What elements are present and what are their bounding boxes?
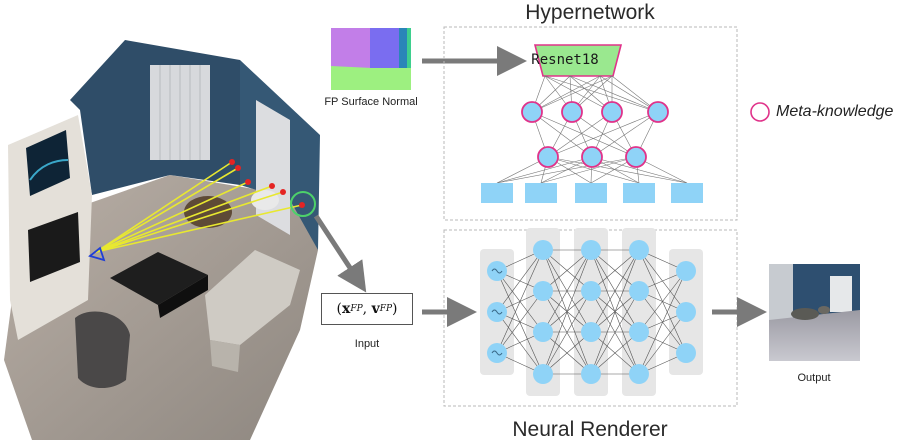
output-image bbox=[769, 264, 860, 361]
surface-normal-image bbox=[331, 28, 411, 90]
neural-renderer-title: Neural Renderer bbox=[512, 418, 668, 441]
renderer-node bbox=[629, 281, 649, 301]
room-reconstruction bbox=[4, 40, 320, 440]
renderer-nodes bbox=[487, 240, 696, 384]
camera-rays bbox=[95, 161, 303, 253]
renderer-node bbox=[533, 240, 553, 260]
formula-v-sup: FP bbox=[379, 304, 393, 314]
renderer-node bbox=[533, 281, 553, 301]
meta-node bbox=[521, 101, 543, 123]
input-caption: Input bbox=[354, 338, 380, 350]
camera-icon bbox=[88, 246, 106, 262]
meta-node bbox=[625, 146, 647, 168]
renderer-node bbox=[581, 322, 601, 342]
sofa bbox=[205, 250, 300, 345]
renderer-node bbox=[581, 281, 601, 301]
meta-node bbox=[647, 101, 669, 123]
fireplace-opening bbox=[28, 212, 80, 282]
arrow-to-input bbox=[313, 214, 367, 293]
sine-activation-icon bbox=[491, 268, 503, 274]
hypernetwork-title: Hypernetwork bbox=[525, 1, 655, 24]
renderer-node bbox=[533, 322, 553, 342]
renderer-node bbox=[676, 343, 696, 363]
output-caption: Output bbox=[797, 372, 831, 384]
formula-x: x bbox=[341, 301, 351, 317]
surface-normal-caption: FP Surface Normal bbox=[324, 96, 418, 108]
hypernetwork-nodes bbox=[481, 101, 703, 203]
resnet18-block bbox=[533, 44, 623, 77]
formula-x-sup: FP bbox=[350, 304, 363, 314]
resnet18-label: Resnet18 bbox=[531, 52, 599, 68]
formula-v: v bbox=[371, 301, 380, 317]
renderer-node bbox=[629, 240, 649, 260]
meta-node bbox=[581, 146, 603, 168]
sine-activation-icon bbox=[491, 309, 503, 315]
renderer-node bbox=[676, 261, 696, 281]
renderer-column-bg bbox=[526, 228, 560, 396]
input-formula: (x FP, v FP) bbox=[321, 293, 413, 325]
armchair-front bbox=[75, 311, 130, 389]
meta-node bbox=[537, 146, 559, 168]
sine-activation-icon bbox=[491, 350, 503, 356]
embedding-block bbox=[623, 183, 655, 203]
renderer-node bbox=[676, 302, 696, 322]
renderer-node bbox=[581, 364, 601, 384]
renderer-column-bg bbox=[574, 228, 608, 396]
renderer-node bbox=[629, 322, 649, 342]
highlight-circle bbox=[290, 191, 316, 217]
ray-sample-points bbox=[229, 159, 305, 208]
meta-knowledge-label: Meta-knowledge bbox=[776, 103, 894, 120]
meta-knowledge-legend-icon bbox=[750, 102, 770, 122]
hypernetwork-box bbox=[443, 26, 738, 221]
embedding-block bbox=[671, 183, 703, 203]
renderer-column-bg bbox=[622, 228, 656, 396]
renderer-node bbox=[629, 364, 649, 384]
embedding-block bbox=[525, 183, 557, 203]
meta-node bbox=[601, 101, 623, 123]
coffee-table bbox=[110, 252, 208, 305]
meta-node bbox=[561, 101, 583, 123]
embedding-block bbox=[575, 183, 607, 203]
renderer-node bbox=[581, 240, 601, 260]
embedding-block bbox=[481, 183, 513, 203]
renderer-node bbox=[533, 364, 553, 384]
